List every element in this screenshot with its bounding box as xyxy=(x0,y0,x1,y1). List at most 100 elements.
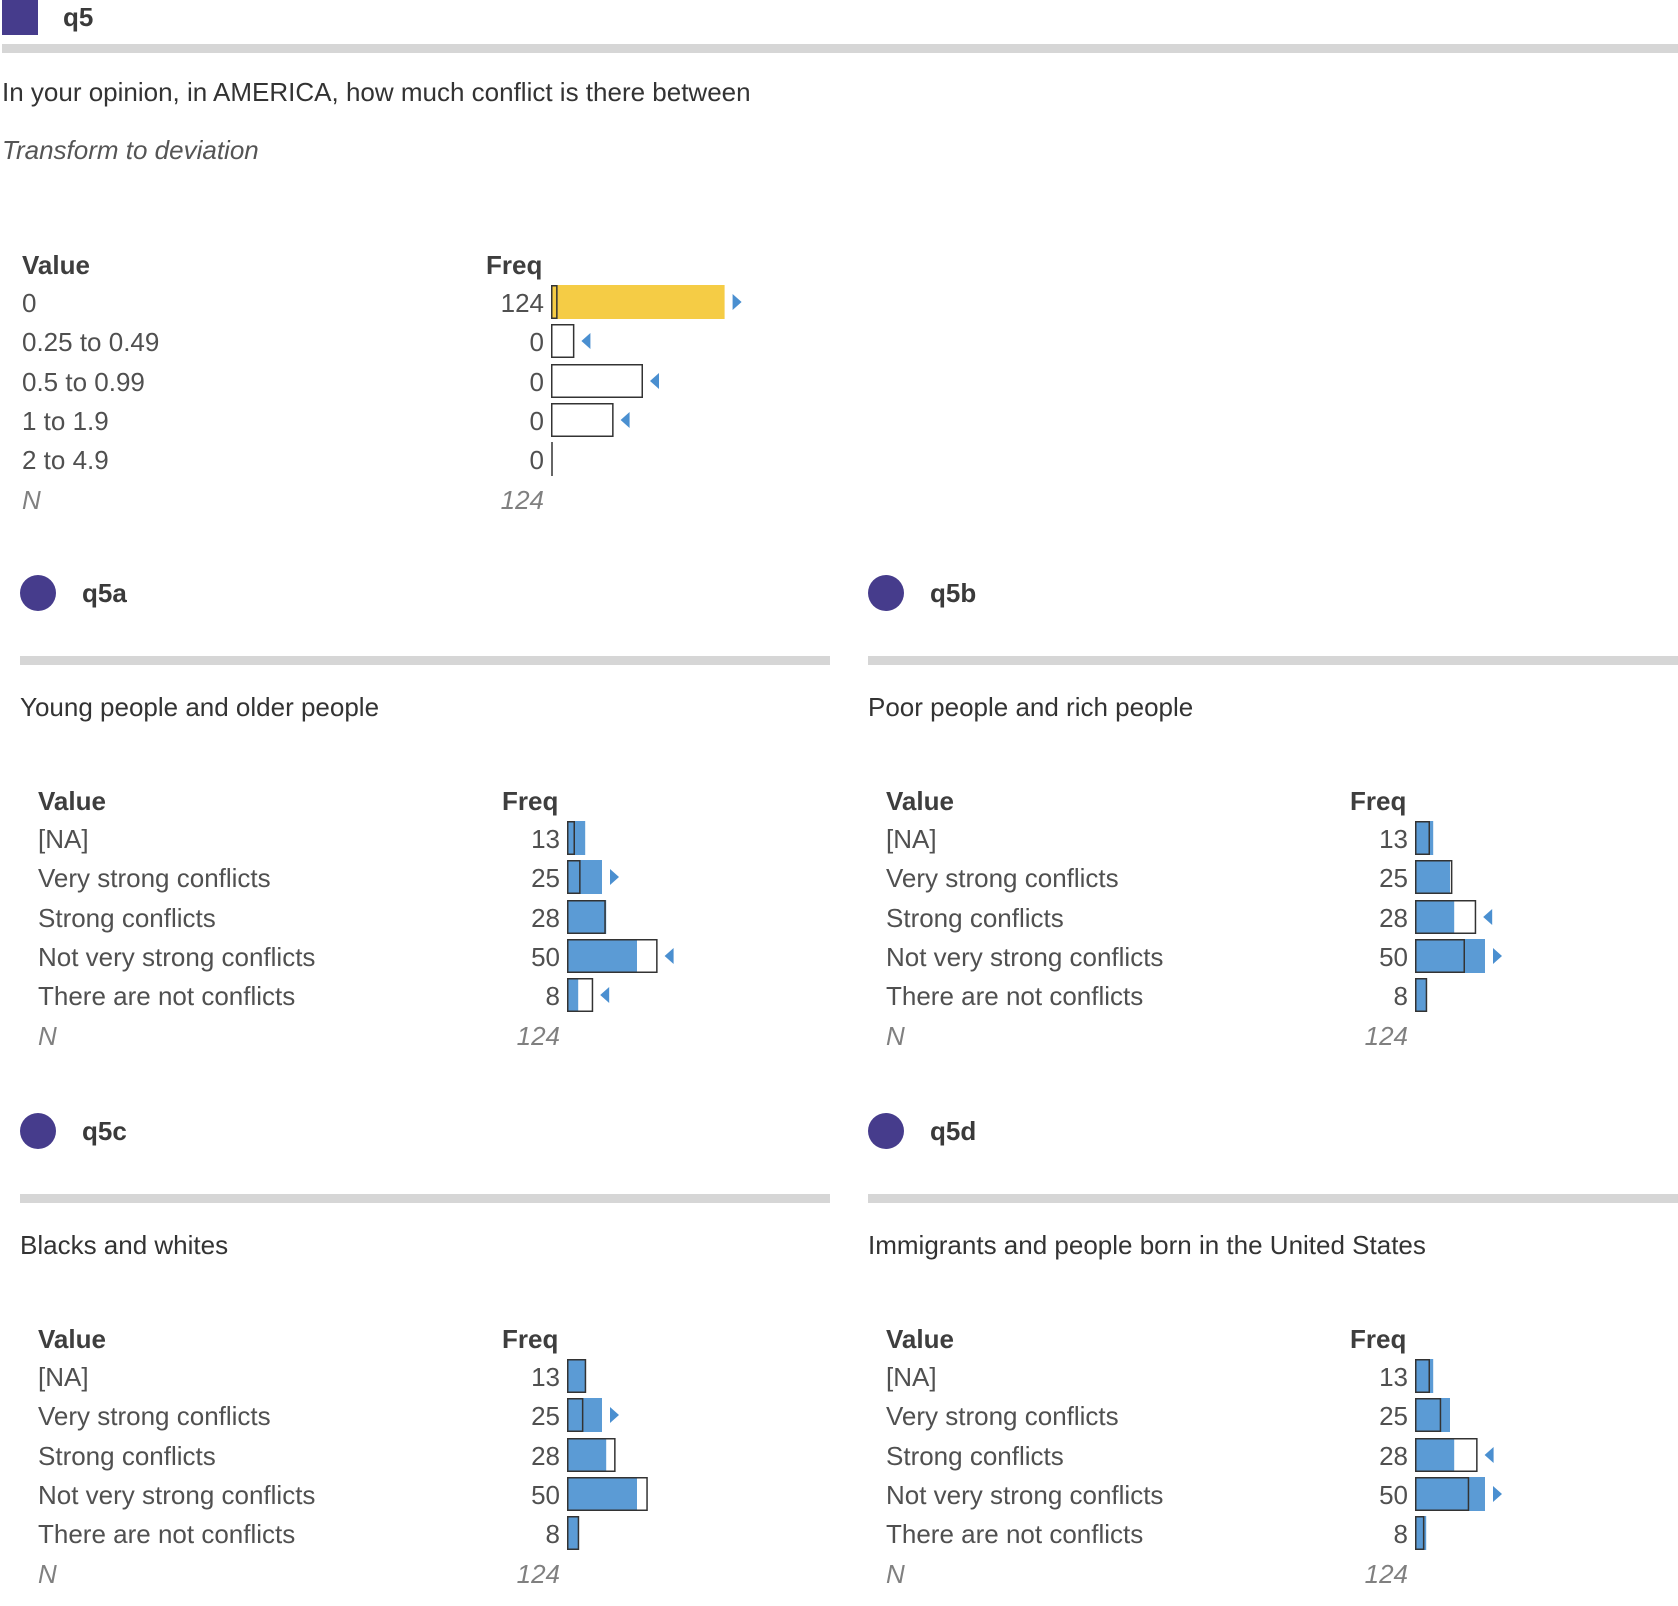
value-column-header: Value xyxy=(38,1324,106,1354)
total-row: N 124 xyxy=(38,1559,760,1601)
variable-name: q5b xyxy=(930,578,977,608)
frequency-bar xyxy=(1415,938,1502,973)
category-label: Not very strong conflicts xyxy=(886,1479,1164,1510)
bar-fill xyxy=(551,285,725,319)
table-row: 0 124 xyxy=(22,285,744,330)
frequency-value: 124 xyxy=(500,288,544,318)
variable-block-q5c: q5c Blacks and whites Value Freq [NA] 13 Very … xyxy=(20,1106,830,1589)
frequency-bar xyxy=(1415,1437,1494,1472)
frequency-bar xyxy=(1415,978,1428,1013)
table-row: There are not conflicts 8 xyxy=(886,978,1608,1023)
variable-label: Young people and older people xyxy=(20,692,380,722)
reference-outline xyxy=(567,978,594,1013)
frequency-bar xyxy=(1415,1359,1434,1393)
category-label: 0.25 to 0.49 xyxy=(22,327,160,358)
frequency-value: 50 xyxy=(1379,1479,1408,1510)
category-label: There are not conflicts xyxy=(886,1519,1144,1550)
arrow-left-icon xyxy=(650,372,659,389)
frequency-value: 28 xyxy=(531,1440,560,1471)
frequency-value: 28 xyxy=(1379,902,1408,933)
frequency-value: 25 xyxy=(531,1401,560,1432)
value-column-header: Value xyxy=(38,786,106,816)
freq-column-header: Freq xyxy=(1350,1324,1407,1354)
variable-name: q5d xyxy=(930,1116,977,1146)
total-value: 124 xyxy=(1364,1558,1408,1589)
table-row: 0.5 to 0.99 0 xyxy=(22,363,744,409)
category-label: 2 to 4.9 xyxy=(22,445,109,476)
category-label: Very strong conflicts xyxy=(38,863,271,894)
category-label: Very strong conflicts xyxy=(886,863,1119,894)
arrow-left-icon xyxy=(1483,908,1493,925)
freq-column-header: Freq xyxy=(502,786,559,816)
variable-label: Poor people and rich people xyxy=(868,692,1194,722)
total-value: 124 xyxy=(516,1558,560,1589)
frequency-bar xyxy=(567,978,610,1013)
value-column-header: Value xyxy=(22,250,90,280)
table-row: [NA] 13 xyxy=(38,821,760,866)
frequency-value: 13 xyxy=(531,1362,560,1392)
variable-marker-icon xyxy=(868,1113,904,1149)
frequency-bar xyxy=(567,1398,619,1433)
table-row: 1 to 1.9 0 xyxy=(22,402,744,448)
total-row: N 124 xyxy=(38,1021,760,1063)
total-value: 124 xyxy=(500,484,544,515)
arrow-left-icon xyxy=(600,987,610,1004)
table-row: Very strong conflicts 25 xyxy=(38,860,760,905)
reference-outline xyxy=(1415,1398,1442,1433)
bar-fill xyxy=(567,821,586,855)
frequency-bar xyxy=(1415,1516,1427,1551)
frequency-bar xyxy=(1415,1398,1450,1433)
reference-outline xyxy=(1415,821,1430,855)
frequency-value: 28 xyxy=(531,902,560,933)
table-row: There are not conflicts 8 xyxy=(38,978,760,1023)
reference-outline xyxy=(567,1359,587,1393)
arrow-left-icon xyxy=(581,333,591,350)
table-row: Not very strong conflicts 50 xyxy=(38,1476,760,1522)
header-rule xyxy=(20,656,830,665)
frequency-value: 13 xyxy=(1379,1362,1408,1392)
total-label: N xyxy=(38,1020,57,1051)
category-label: Strong conflicts xyxy=(886,902,1064,933)
arrow-right-icon xyxy=(610,1407,619,1424)
frequency-value: 0 xyxy=(529,366,544,397)
bar-fill xyxy=(567,1398,602,1433)
table-row: Strong conflicts 28 xyxy=(886,899,1608,945)
variable-block-q5d: q5d Immigrants and people born in the Uni… xyxy=(868,1106,1678,1589)
bar-fill xyxy=(1415,1359,1434,1393)
frequency-value: 13 xyxy=(531,824,560,854)
category-label: There are not conflicts xyxy=(38,981,296,1012)
table-row: Very strong conflicts 25 xyxy=(886,1398,1608,1443)
table-row: Strong conflicts 28 xyxy=(38,1437,760,1483)
variable-label: Blacks and whites xyxy=(20,1230,229,1260)
total-value: 124 xyxy=(1364,1020,1408,1051)
reference-outline xyxy=(1415,978,1428,1013)
category-label: Not very strong conflicts xyxy=(38,1479,316,1510)
frequency-value: 0 xyxy=(529,327,544,358)
category-label: There are not conflicts xyxy=(886,981,1144,1012)
reference-outline xyxy=(567,1398,584,1433)
reference-outline xyxy=(1415,1516,1425,1551)
variable-name: q5c xyxy=(82,1116,127,1146)
table-row: [NA] 13 xyxy=(886,1359,1608,1404)
frequency-value: 50 xyxy=(531,1479,560,1510)
frequency-value: 8 xyxy=(545,981,560,1012)
table-row: Not very strong conflicts 50 xyxy=(886,1476,1608,1522)
total-row: N 124 xyxy=(886,1559,1608,1601)
variable-marker-icon xyxy=(2,0,38,35)
bar-fill xyxy=(1415,938,1485,973)
frequency-bar xyxy=(567,821,586,855)
frequency-value: 25 xyxy=(531,863,560,894)
frequency-bar xyxy=(1415,899,1493,934)
arrow-left-icon xyxy=(620,411,630,428)
bar-fill xyxy=(567,1516,579,1551)
reference-outline xyxy=(551,324,575,359)
category-label: [NA] xyxy=(886,1362,937,1392)
frequency-bar xyxy=(551,442,553,477)
variable-block-q5a: q5a Young people and older people Value Fre… xyxy=(20,568,830,1051)
total-label: N xyxy=(22,484,41,515)
variable-marker-icon xyxy=(20,1113,56,1149)
arrow-left-icon xyxy=(664,947,674,964)
bar-fill xyxy=(1415,860,1450,895)
variable-label: Immigrants and people born in the United… xyxy=(868,1230,1426,1260)
total-label: N xyxy=(886,1020,905,1051)
